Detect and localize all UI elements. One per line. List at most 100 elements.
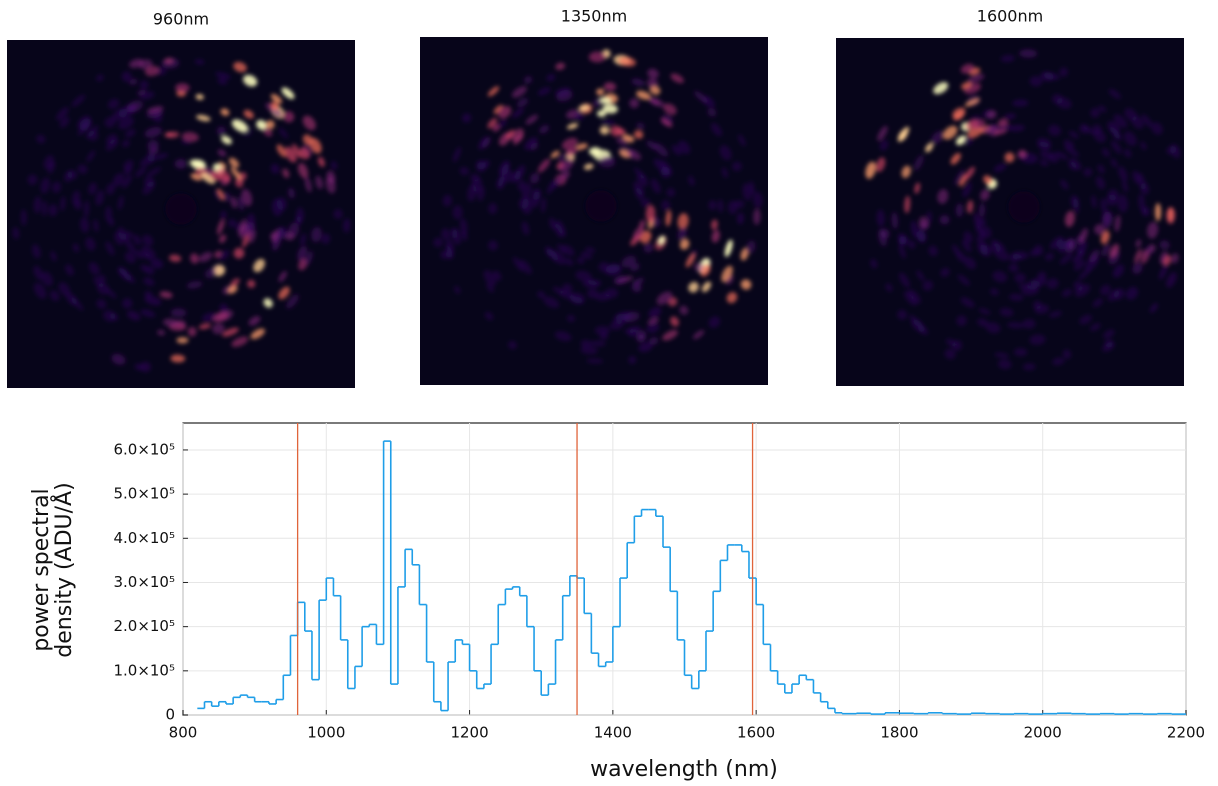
speckle-blob [731,161,742,172]
speckle-blob [552,176,562,190]
speckle-blob [692,330,705,340]
speckle-blob [59,116,70,128]
speckle-blob [170,354,186,363]
speckle-blob [478,136,488,150]
speckle-blob [135,249,144,259]
speckle-blob [983,175,993,185]
speckle-blob [1093,130,1106,143]
speckle-blob [539,125,549,134]
speckle-blob [278,286,290,300]
speckle-blob [613,313,629,325]
speckle-blob [433,237,444,248]
speckle-blob [65,292,78,306]
speckle-blob [305,251,313,266]
speckle-blob [297,245,308,262]
speckle-blob [103,310,116,322]
speckle-blob [105,206,112,222]
speckle-blob [907,240,916,249]
speckle-blob [594,325,611,335]
speckle-blob [497,119,507,129]
speckle-blob [121,71,132,83]
speckle-blob [917,230,927,243]
speckle-blob [963,136,973,146]
speckle-blob [315,175,323,190]
speckle-blob [1034,244,1044,256]
speckle-blob [1135,239,1142,248]
speckle-blob [1100,198,1108,213]
speckle-blob [487,86,500,97]
speckle-blob [700,264,711,277]
speckle-blob [1059,252,1073,265]
speckle-blob [159,291,173,299]
speckle-blob [198,323,211,330]
speckle-blob [161,57,180,69]
speckle-blob [144,291,153,298]
speckle-blob [662,329,678,341]
speckle-blob [190,253,199,264]
speckle-blob [1048,152,1060,163]
speckle-blob [1070,195,1079,209]
speckle-blob [1103,329,1115,339]
speckle-blob [67,170,78,180]
speckle-blob [627,149,642,161]
speckle-blob [570,296,584,305]
speckle-blob [163,318,178,327]
speckle-blob [142,234,154,247]
speckle-blob [118,105,135,118]
speckle-blob [228,157,240,168]
speckle-blob [1122,179,1129,193]
speckle-blob [638,341,653,352]
speckle-blob [931,130,944,145]
speckle-blob [897,309,908,320]
speckle-blob [876,209,885,227]
image-title: 1350nm [561,7,627,26]
speckle-blob [954,169,965,186]
x-tick-label: 1400 [594,724,632,742]
x-tick-label: 1800 [880,724,918,742]
speckle-blob [1040,71,1054,82]
speckle-blob [940,267,950,277]
speckle-blob [985,322,1001,334]
speckle-blob [27,174,38,185]
speckle-blob [1062,349,1072,360]
speckle-blob [588,51,606,63]
speckle-blob [610,125,623,137]
speckle-blob [531,188,542,200]
speckle-blob [1149,303,1159,313]
speckle-blob [72,243,80,253]
speckle-blob [441,228,451,240]
x-tick-label: 2200 [1167,724,1205,742]
speckle-blob [50,251,57,262]
speckle-blob [605,263,620,274]
speckle-blob [113,173,125,187]
speckle-blob [317,156,325,168]
speckle-blob [972,119,986,130]
speckle-blob [658,235,666,245]
speckle-blob [962,181,972,198]
speckle-blob [671,144,682,156]
speckle-blob [452,146,462,163]
speckle-blob [586,358,604,364]
speckle-blob [1034,304,1050,314]
speckle-blob [440,250,448,260]
speckle-blob [575,270,592,282]
speckle-blob [1048,310,1062,318]
speckle-blob [649,337,659,345]
speckle-blob [88,262,100,275]
speckle-images [7,37,1184,388]
speckle-blob [656,291,673,305]
speckle-blob [218,250,230,261]
speckle-blob [1004,152,1015,163]
speckle-blob [1118,166,1128,182]
speckle-blob [1143,207,1151,217]
speckle-blob [663,103,677,115]
y-tick-label: 0 [165,706,175,724]
y-tick-label: 2.0×10⁵ [113,617,175,635]
speckle-blob [1109,243,1120,258]
speckle-blob [247,279,256,288]
speckle-blob [991,239,1006,252]
speckle-blob [973,212,981,230]
speckle-blob [640,198,651,208]
speckle-blob [650,178,661,194]
speckle-blob [85,125,99,139]
